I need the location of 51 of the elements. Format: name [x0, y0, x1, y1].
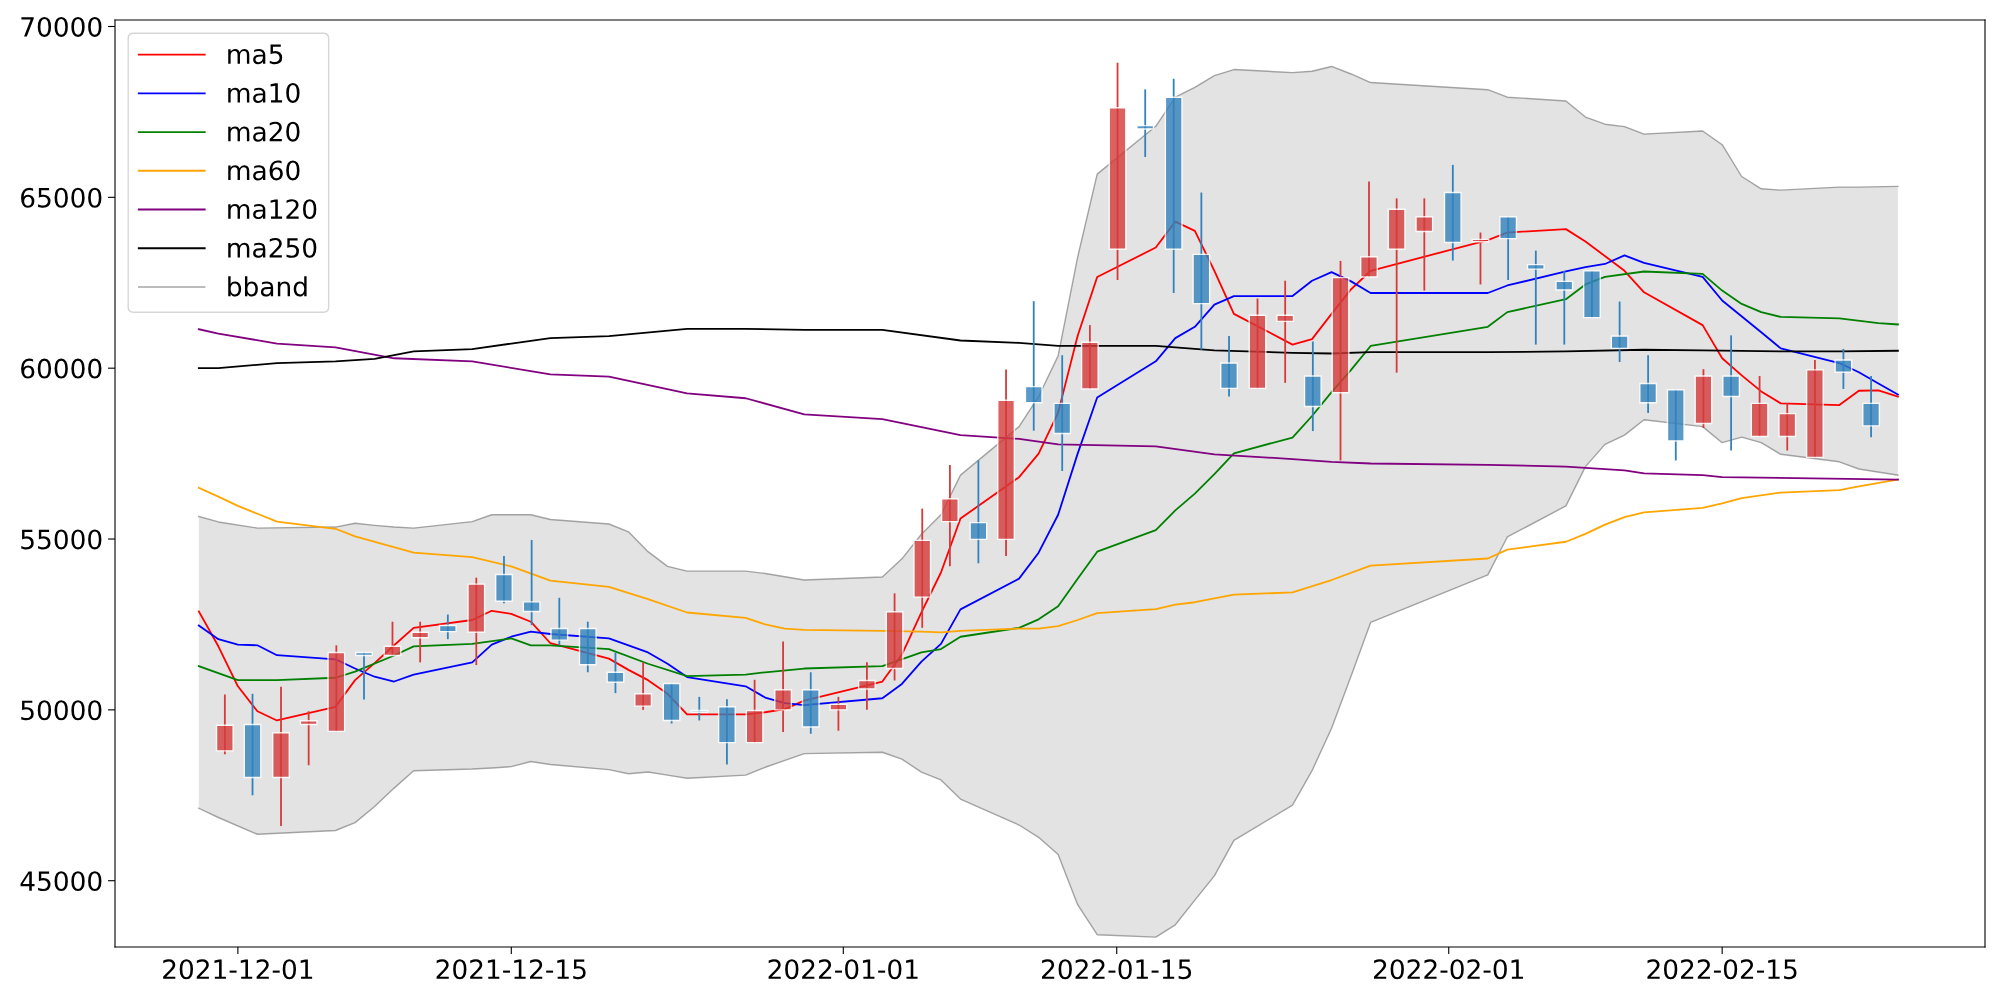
y-tick-label: 65000: [21, 187, 102, 208]
candlestick: [355, 651, 374, 701]
x-tick-label: 2022-02-01: [1373, 959, 1523, 980]
candlestick: [634, 661, 653, 711]
line-series: [197, 478, 1899, 634]
legend-label: bband: [228, 276, 307, 297]
candlestick: [1136, 88, 1155, 158]
candlestick: [857, 661, 876, 711]
candlestick: [774, 640, 793, 733]
candlestick: [1024, 300, 1043, 432]
line-series: [198, 419, 1899, 938]
x-tick-label: 2022-02-15: [1647, 959, 1797, 980]
candlestick: [969, 459, 988, 565]
y-tick-label: 70000: [21, 16, 102, 37]
legend-label: ma60: [228, 160, 300, 181]
candlestick: [299, 710, 318, 767]
candlestick: [1359, 180, 1378, 278]
legend-label: ma20: [228, 121, 300, 142]
candlestick: [1639, 354, 1658, 414]
y-tick-label: 60000: [21, 358, 102, 379]
candlestick: [1610, 300, 1629, 363]
y-tick-label: 50000: [21, 700, 102, 721]
line-series: [197, 328, 1899, 481]
candlestick: [1862, 375, 1881, 439]
legend-label: ma120: [228, 199, 317, 220]
candlestick: [606, 651, 625, 695]
candlestick: [1722, 334, 1741, 452]
candlestick: [522, 539, 541, 627]
x-tick-label: 2022-01-15: [1041, 959, 1192, 980]
candlestick: [690, 695, 709, 722]
legend-label: ma250: [228, 237, 317, 258]
x-tick-label: 2021-12-15: [436, 959, 586, 980]
candlestick: [940, 463, 959, 568]
candlestick: [1415, 197, 1434, 292]
candlestick: [1499, 215, 1518, 281]
candlestick: [1834, 348, 1853, 390]
x-tick-label: 2022-01-01: [768, 959, 918, 980]
candlestick: [1555, 269, 1574, 346]
candlestick: [829, 695, 848, 732]
legend-label: ma5: [228, 44, 283, 65]
candlestick: [383, 620, 402, 657]
x-tick-label: 2021-12-01: [163, 959, 313, 980]
candlestick: [438, 613, 457, 641]
candlestick: [1526, 249, 1545, 346]
candlestick: [1778, 402, 1797, 452]
candlestick: [550, 596, 569, 647]
legend-label: ma10: [228, 82, 300, 103]
y-tick-label: 55000: [21, 529, 102, 550]
line-series: [197, 327, 1899, 370]
y-tick-label: 45000: [20, 871, 102, 892]
candlestick: [1276, 279, 1295, 384]
